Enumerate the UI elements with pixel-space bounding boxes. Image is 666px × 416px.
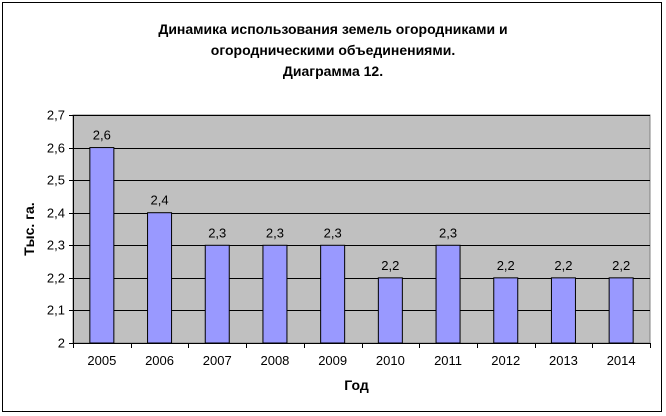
- data-label: 2,4: [151, 193, 169, 208]
- chart-title-line-2: огородническими объединениями.: [210, 42, 456, 58]
- y-axis-title: Тыс. га.: [21, 202, 37, 255]
- data-label: 2,3: [266, 225, 284, 240]
- chart-title-line-1: Динамика использования земель огородника…: [158, 21, 508, 37]
- chart-title: Динамика использования земель огородника…: [3, 19, 663, 82]
- y-tick-label: 2: [58, 336, 65, 351]
- data-label: 2,3: [324, 225, 342, 240]
- bar: [493, 277, 519, 344]
- x-tick-label: 2013: [549, 353, 578, 368]
- x-tick-label: 2007: [203, 353, 232, 368]
- data-label: 2,2: [497, 258, 515, 273]
- x-tick-label: 2012: [491, 353, 520, 368]
- data-label: 2,2: [554, 258, 572, 273]
- bar: [377, 277, 403, 344]
- y-tick-label: 2,7: [47, 108, 65, 123]
- y-tick-label: 2,5: [47, 173, 65, 188]
- bar: [608, 277, 634, 344]
- chart-title-line-3: Диаграмма 12.: [282, 63, 384, 79]
- bar: [89, 147, 115, 344]
- x-tick-label: 2011: [434, 353, 462, 368]
- x-tick-label: 2006: [145, 353, 174, 368]
- bar: [262, 244, 288, 344]
- x-tick-label: 2014: [607, 353, 636, 368]
- y-tick-label: 2,4: [47, 206, 65, 221]
- bar: [320, 244, 346, 344]
- bar: [147, 212, 173, 344]
- bar: [435, 244, 461, 344]
- y-tick-label: 2,3: [47, 238, 65, 253]
- x-axis-title: Год: [344, 377, 369, 393]
- data-label: 2,2: [612, 258, 630, 273]
- bar: [550, 277, 576, 344]
- data-label: 2,2: [381, 258, 399, 273]
- y-tick-label: 2,6: [47, 141, 65, 156]
- data-label: 2,6: [93, 128, 111, 143]
- y-tick-label: 2,2: [47, 271, 65, 286]
- x-tick-label: 2009: [318, 353, 347, 368]
- bar: [204, 244, 230, 344]
- x-tick-label: 2005: [87, 353, 116, 368]
- y-tick-label: 2,1: [47, 303, 65, 318]
- x-tick-label: 2008: [260, 353, 289, 368]
- data-label: 2,3: [208, 225, 226, 240]
- data-label: 2,3: [439, 225, 457, 240]
- x-tick-label: 2010: [376, 353, 405, 368]
